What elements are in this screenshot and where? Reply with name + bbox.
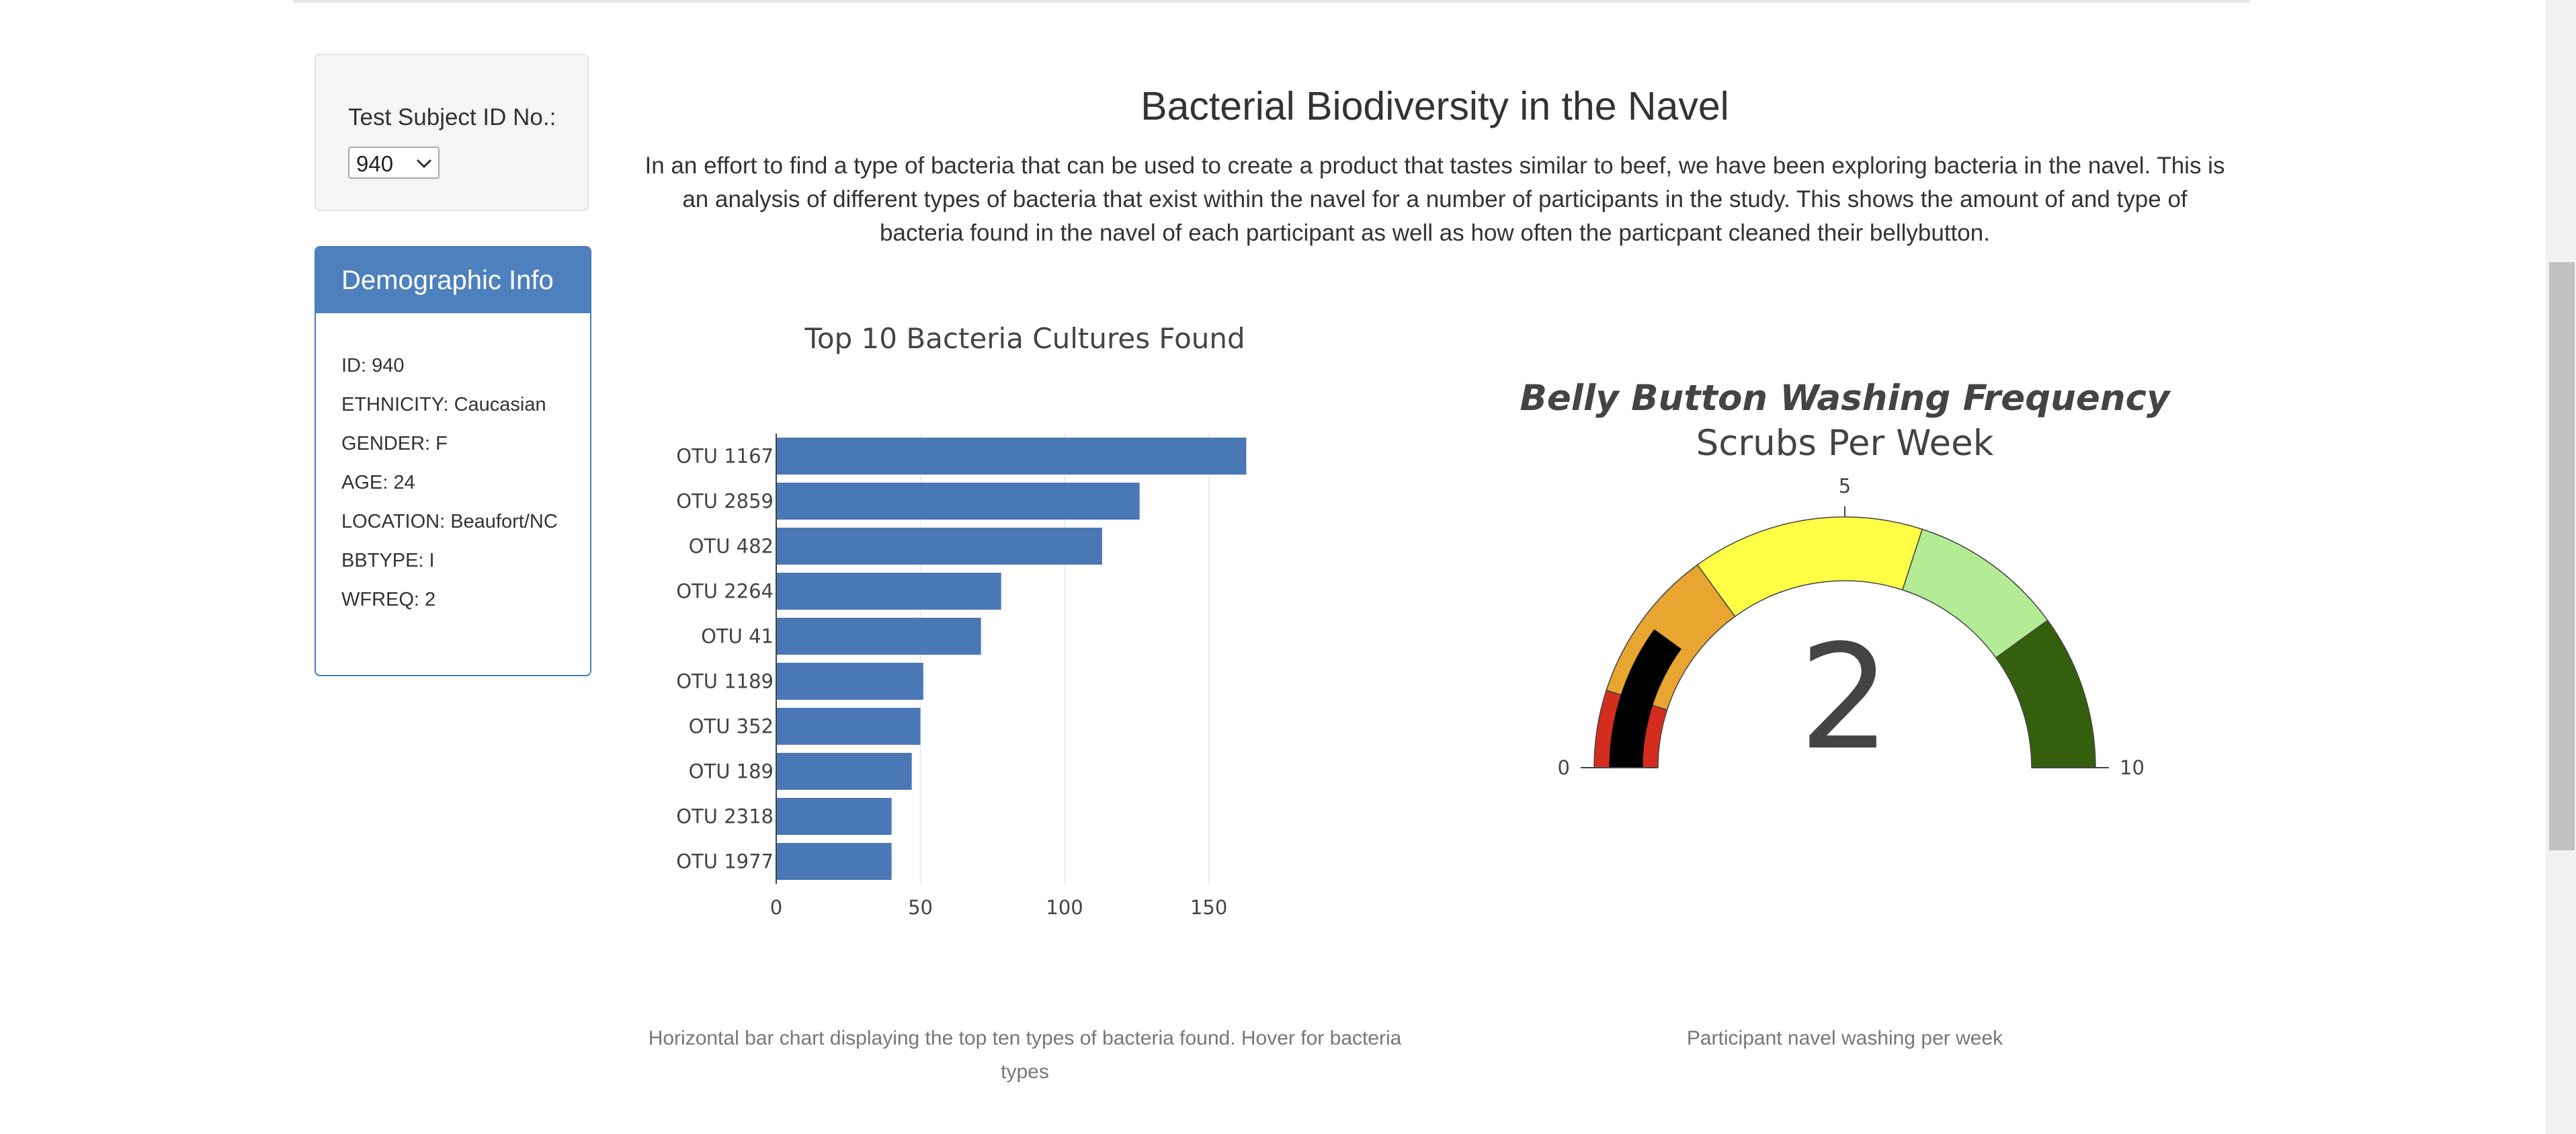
gauge-subtitle: Scrubs Per Week (1696, 423, 1994, 464)
bar-chart-caption: Horizontal bar chart displaying the top … (648, 1027, 1402, 1083)
bar-chart-bar[interactable] (776, 573, 1001, 610)
page-title: Bacterial Biodiversity in the Navel (1140, 84, 1729, 128)
gauge-tick-label: 0 (1558, 756, 1570, 779)
bar-chart-bar[interactable] (776, 483, 1140, 520)
bar-chart-bar[interactable] (776, 708, 921, 745)
demographic-info-panel: Demographic Info ID: 940 ETHNICITY: Cauca… (315, 246, 591, 676)
top-divider (293, 0, 2250, 3)
top-bacteria-bar-chart[interactable]: Top 10 Bacteria Cultures Found 0 50 100 150 O… (625, 302, 1297, 928)
bar-chart-bar[interactable] (776, 663, 923, 700)
chevron-down-icon (416, 159, 432, 169)
demographic-line: ETHNICITY: Caucasian (341, 394, 546, 415)
gauge-value-bar (1609, 629, 1681, 768)
bar-chart-bar[interactable] (776, 798, 892, 835)
gauge-value-number: 2 (1799, 613, 1891, 782)
subject-selector-label: Test Subject ID No.: (348, 104, 556, 130)
bar-chart-category-label: OTU 1977 (676, 850, 774, 873)
demographic-line: ID: 940 (341, 355, 405, 376)
bar-chart-x-tick: 100 (1046, 896, 1083, 919)
bar-chart-x-tick: 0 (770, 896, 782, 919)
bar-chart-bar[interactable] (776, 753, 912, 790)
bar-chart-category-label: OTU 41 (701, 625, 774, 648)
demographic-line: BBTYPE: I (341, 550, 435, 571)
bar-chart-bar[interactable] (776, 528, 1102, 565)
bar-chart-x-tick: 150 (1190, 896, 1227, 919)
bar-chart-category-label: OTU 1189 (676, 670, 774, 693)
gauge-chart-caption: Participant navel washing per week (1686, 1027, 2003, 1049)
gauge-step-band (1696, 516, 1923, 618)
demographic-line: LOCATION: Beaufort/NC (341, 511, 558, 532)
demographic-line: WFREQ: 2 (341, 589, 436, 610)
bar-chart-bar[interactable] (776, 438, 1247, 475)
gauge-tick-label: 10 (2120, 756, 2145, 779)
bar-chart-category-label: OTU 482 (689, 535, 774, 558)
gauge-tick-label: 5 (1839, 475, 1851, 497)
bar-chart-category-label: OTU 2318 (676, 805, 774, 828)
bar-chart-category-label: OTU 352 (689, 715, 774, 738)
bar-chart-title: Top 10 Bacteria Cultures Found (804, 322, 1245, 355)
demographic-info-heading: Demographic Info (316, 247, 590, 313)
bar-chart-bar[interactable] (776, 618, 981, 655)
subject-id-value: 940 (356, 151, 394, 176)
bar-chart-category-label: OTU 189 (689, 760, 774, 783)
demographic-line: AGE: 24 (341, 472, 415, 493)
demographic-line: GENDER: F (341, 433, 448, 454)
bar-chart-category-label: OTU 1167 (676, 445, 774, 468)
demographic-info-list: ID: 940 ETHNICITY: Caucasian GENDER: F AGE:… (341, 355, 577, 628)
bar-chart-x-tick: 50 (908, 896, 933, 919)
bar-chart-bar[interactable] (776, 843, 892, 880)
gauge-title: Belly Button Washing Frequency (1520, 378, 2171, 419)
subject-selector-panel: Test Subject ID No.: 940 (315, 54, 589, 211)
page-intro: In an effort to find a type of bacteria … (645, 153, 2225, 246)
bar-chart-category-label: OTU 2264 (676, 580, 774, 603)
bar-chart-category-label: OTU 2859 (676, 490, 774, 513)
subject-id-dropdown[interactable]: 940 (348, 147, 440, 179)
scrollbar-thumb[interactable] (2549, 262, 2575, 850)
